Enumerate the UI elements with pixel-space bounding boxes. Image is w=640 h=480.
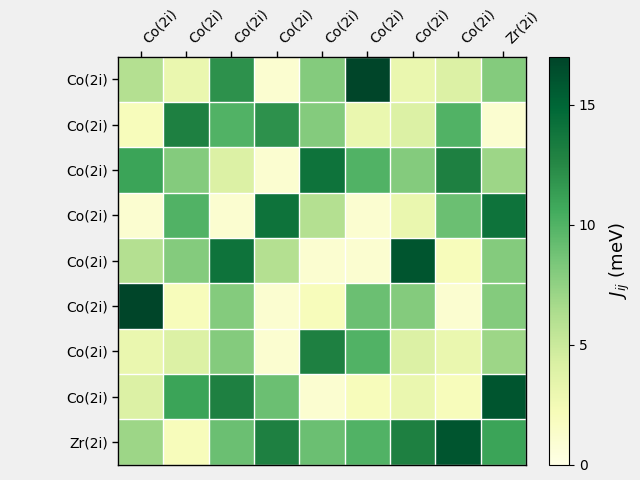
Y-axis label: $\mathit{J}_{ij}$ (meV): $\mathit{J}_{ij}$ (meV) [607,222,632,299]
